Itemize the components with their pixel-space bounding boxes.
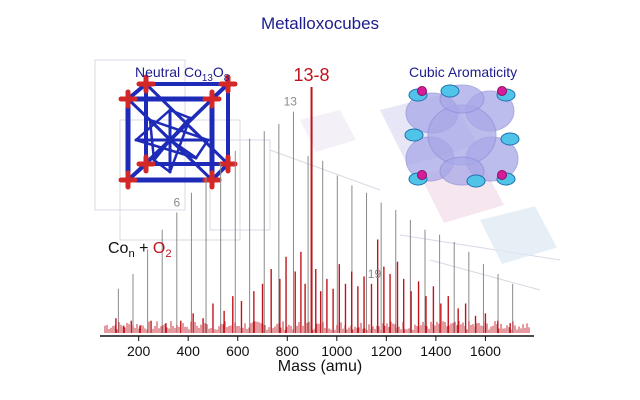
x-tick-label: 600 <box>226 343 250 359</box>
cube-bond <box>168 138 198 160</box>
reaction-formula: Con + O2 <box>108 240 172 260</box>
mass-spectrum <box>104 87 530 333</box>
x-tick-label: 1200 <box>371 343 402 359</box>
x-axis-label: Mass (amu) <box>277 358 363 375</box>
neutral-cluster-label: Neutral Co13O8 <box>135 64 229 84</box>
formula-n: n <box>128 248 135 261</box>
x-tick-label: 400 <box>177 343 201 359</box>
cube-bond <box>168 108 192 120</box>
cube-bond <box>148 118 210 142</box>
decor-line <box>269 149 381 191</box>
cube-bond <box>134 138 198 160</box>
peak-labels: 6 13 13-8 19 <box>173 65 381 281</box>
metal-atom <box>417 170 427 180</box>
orbital-lobe-cyan <box>404 128 424 142</box>
orbital-lobe-cyan <box>440 84 460 98</box>
cube-bond <box>152 138 172 162</box>
figure-title: Metalloxocubes <box>260 14 380 33</box>
orbital-lobe-cyan <box>500 132 520 146</box>
aromaticity-orbital-structure <box>404 84 520 188</box>
orbital-lobe-cyan <box>466 174 486 188</box>
peak-label: 13 <box>284 95 298 109</box>
x-tick-label: 1600 <box>470 343 501 359</box>
x-tick-label: 800 <box>276 343 300 359</box>
co13o8-cube-structure <box>118 74 238 190</box>
decor-line <box>399 234 561 261</box>
neutral-label-sub-co: 13 <box>201 72 213 84</box>
formula-co: Co <box>108 240 129 257</box>
peak-label: 19 <box>368 267 382 281</box>
decor-prism <box>480 206 557 264</box>
cube-bond <box>152 158 172 174</box>
cube-bond <box>134 108 172 142</box>
formula-two: 2 <box>165 248 172 261</box>
decor-prism <box>300 110 356 152</box>
cube-bond <box>210 162 230 182</box>
cubic-aromaticity-label: Cubic Aromaticity <box>409 64 518 80</box>
metal-atom <box>497 86 507 96</box>
metal-atom <box>497 170 507 180</box>
cube-bond <box>168 116 192 142</box>
x-tick-label: 1400 <box>420 343 451 359</box>
cube-bond <box>194 138 210 160</box>
neutral-label-prefix: Neutral Co <box>135 64 202 80</box>
peak-label: 6 <box>173 195 180 209</box>
peak-label: 13-8 <box>294 65 330 85</box>
x-tick-label: 200 <box>127 343 151 359</box>
neutral-label-sub-o: 8 <box>223 72 230 84</box>
metal-atom <box>417 86 427 96</box>
neutral-label-o: O <box>212 64 224 80</box>
formula-o: O <box>152 240 166 257</box>
cube-bond <box>168 116 192 174</box>
x-tick-label: 1000 <box>321 343 352 359</box>
x-axis: 200 400 600 800 1000 1200 1400 1600 <box>100 335 534 359</box>
orbital-lobe <box>427 104 497 166</box>
decor-line <box>429 259 541 291</box>
formula-plus: + <box>134 240 153 257</box>
